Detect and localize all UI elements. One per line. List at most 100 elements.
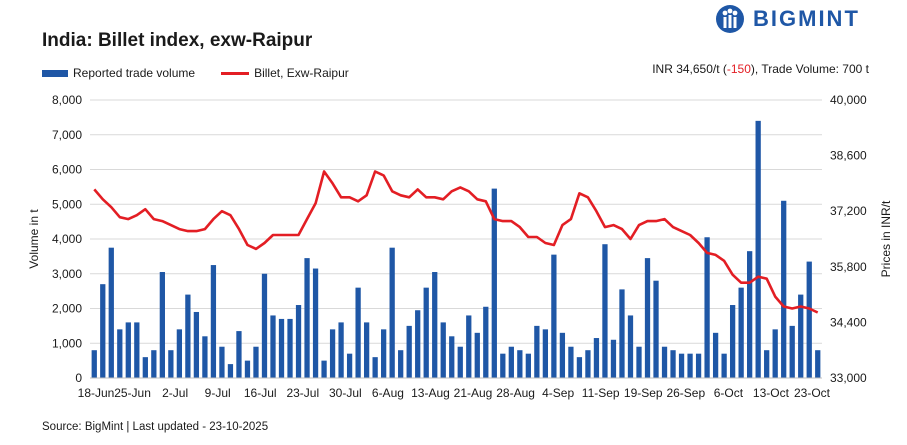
legend-bar-swatch xyxy=(42,69,68,77)
source-note: Source: BigMint | Last updated - 23-10-2… xyxy=(42,421,269,433)
volume-bar xyxy=(764,350,770,378)
volume-bar xyxy=(542,329,549,378)
volume-bar xyxy=(372,357,378,378)
volume-bar xyxy=(449,336,455,378)
volume-bar xyxy=(151,350,157,378)
x-tick-label: 18-Jun xyxy=(78,386,115,400)
volume-bar xyxy=(619,289,625,378)
volume-bar xyxy=(602,244,608,378)
volume-bar xyxy=(210,265,217,378)
volume-bar xyxy=(747,251,753,378)
price-line xyxy=(93,170,819,314)
volume-bar xyxy=(525,353,531,378)
volume-bar xyxy=(295,305,302,378)
legend-label-price: Billet, Exw-Raipur xyxy=(254,66,349,80)
volume-bar xyxy=(500,353,506,378)
volume-bar xyxy=(721,353,727,378)
volume-bar xyxy=(168,350,174,378)
x-tick-label: 16-Jul xyxy=(244,386,277,400)
volume-bar xyxy=(432,272,438,378)
volume-bar xyxy=(185,294,191,378)
x-tick-label: 25-Jun xyxy=(114,386,151,400)
volume-bar xyxy=(142,357,148,378)
volume-bar xyxy=(219,346,225,378)
volume-bar xyxy=(91,350,97,378)
y-right-tick-label: 33,000 xyxy=(830,371,867,385)
volume-bar xyxy=(100,284,106,378)
volume-bar xyxy=(483,306,489,378)
x-tick-label: 13-Aug xyxy=(411,386,450,400)
volume-bar xyxy=(517,350,523,378)
volume-bar xyxy=(253,346,259,378)
volume-bar xyxy=(159,272,165,378)
volume-bar xyxy=(806,261,812,378)
volume-bar xyxy=(406,325,412,378)
legend-item-price: Billet, Exw-Raipur xyxy=(221,66,349,80)
x-tick-label: 23-Jul xyxy=(286,386,319,400)
y-left-tick-label: 4,000 xyxy=(52,232,82,246)
volume-bar xyxy=(329,329,336,378)
brand-name: BIGMINT xyxy=(753,6,860,31)
volume-bar xyxy=(585,350,591,378)
volume-bar xyxy=(244,360,251,378)
y-left-tick-label: 2,000 xyxy=(52,302,82,316)
y-right-tick-label: 37,200 xyxy=(830,204,867,218)
price-info: INR 34,650/t (-150), Trade Volume: 700 t xyxy=(652,62,869,76)
legend-item-volume: Reported trade volume xyxy=(42,66,195,80)
volume-bar xyxy=(415,310,421,378)
volume-bar xyxy=(568,346,574,378)
volume-bar xyxy=(695,353,702,378)
x-tick-label: 9-Jul xyxy=(205,386,231,400)
volume-bar xyxy=(491,188,497,378)
y-right-tick-label: 38,600 xyxy=(830,149,867,163)
volume-bar xyxy=(789,325,795,378)
volume-bar xyxy=(125,322,131,378)
x-tick-label: 4-Sep xyxy=(542,386,574,400)
volume-bar xyxy=(346,353,353,378)
x-tick-label: 11-Sep xyxy=(582,386,620,400)
price-info-prefix: INR 34,650/t ( xyxy=(652,62,727,76)
y-left-tick-label: 6,000 xyxy=(52,163,82,177)
y-left-tick-label: 0 xyxy=(75,371,82,385)
y-left-tick-label: 7,000 xyxy=(52,128,82,142)
x-tick-label: 30-Jul xyxy=(329,386,362,400)
y-left-tick-label: 3,000 xyxy=(52,267,82,281)
x-tick-label: 23-Oct xyxy=(794,386,831,400)
y-right-axis-title: Prices in INR/t xyxy=(879,200,893,277)
volume-bar xyxy=(729,305,736,378)
x-tick-label: 2-Jul xyxy=(162,386,188,400)
volume-bar xyxy=(108,247,114,378)
y-right-tick-label: 40,000 xyxy=(830,93,867,107)
y-right-tick-label: 35,800 xyxy=(830,260,867,274)
volume-bar xyxy=(772,329,778,378)
volume-bar xyxy=(338,322,344,378)
volume-bar xyxy=(423,287,429,378)
volume-bar xyxy=(304,258,310,378)
x-tick-label: 6-Oct xyxy=(714,386,744,400)
bigmint-logo-icon xyxy=(716,5,744,33)
volume-bar xyxy=(287,318,293,378)
volume-bar xyxy=(627,315,634,378)
chart-title: India: Billet index, exw-Raipur xyxy=(42,30,313,51)
volume-bar xyxy=(678,353,685,378)
volume-bar xyxy=(312,268,319,378)
volume-bar xyxy=(278,318,285,378)
volume-bar xyxy=(755,120,761,378)
volume-bar xyxy=(704,237,710,378)
x-tick-label: 6-Aug xyxy=(372,386,404,400)
volume-bar xyxy=(636,346,642,378)
volume-bar xyxy=(193,311,200,378)
volume-bar xyxy=(117,329,123,378)
volume-bar xyxy=(687,353,693,378)
volume-bar xyxy=(551,254,557,378)
volume-bar xyxy=(202,336,208,378)
volume-bar xyxy=(363,322,370,378)
volume-bar xyxy=(738,287,744,378)
legend-label-volume: Reported trade volume xyxy=(73,66,196,80)
volume-bar xyxy=(321,360,327,378)
legend-line-swatch xyxy=(221,71,250,75)
bigmint-logo: BIGMINT xyxy=(715,4,860,34)
x-tick-label: 28-Aug xyxy=(496,386,535,400)
x-tick-label: 13-Oct xyxy=(753,386,790,400)
